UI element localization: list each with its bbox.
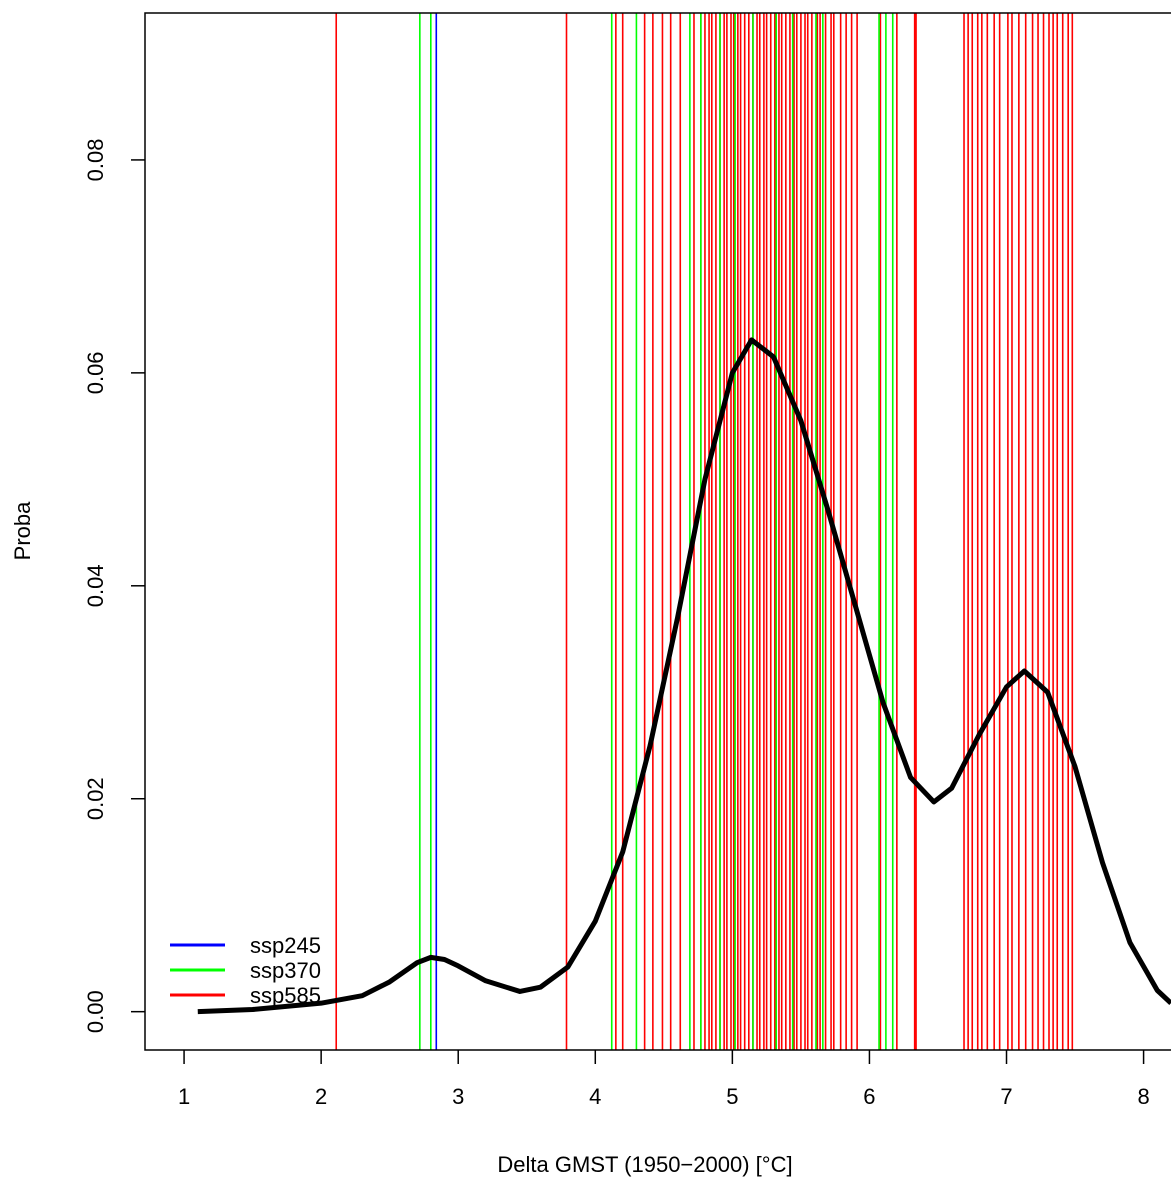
plot-area [197, 13, 1171, 1050]
legend-label: ssp585 [250, 983, 321, 1008]
y-axis-label: Proba [10, 501, 35, 560]
legend-label: ssp370 [250, 958, 321, 983]
plot-frame [144, 12, 1171, 1051]
x-tick-label: 3 [452, 1084, 464, 1109]
x-tick-label: 5 [726, 1084, 738, 1109]
x-axis-label: Delta GMST (1950−2000) [°C] [497, 1152, 792, 1177]
x-tick-label: 8 [1137, 1084, 1149, 1109]
x-tick-label: 1 [178, 1084, 190, 1109]
y-tick-label: 0.04 [83, 564, 108, 607]
density-curve [197, 337, 1171, 1015]
y-tick-label: 0.06 [83, 351, 108, 394]
y-tick-label: 0.08 [83, 139, 108, 182]
y-tick-label: 0.00 [83, 990, 108, 1033]
x-tick-label: 6 [863, 1084, 875, 1109]
x-tick-label: 2 [315, 1084, 327, 1109]
x-tick-label: 7 [1000, 1084, 1012, 1109]
x-tick-label: 4 [589, 1084, 601, 1109]
legend-label: ssp245 [250, 933, 321, 958]
y-tick-label: 0.02 [83, 777, 108, 820]
